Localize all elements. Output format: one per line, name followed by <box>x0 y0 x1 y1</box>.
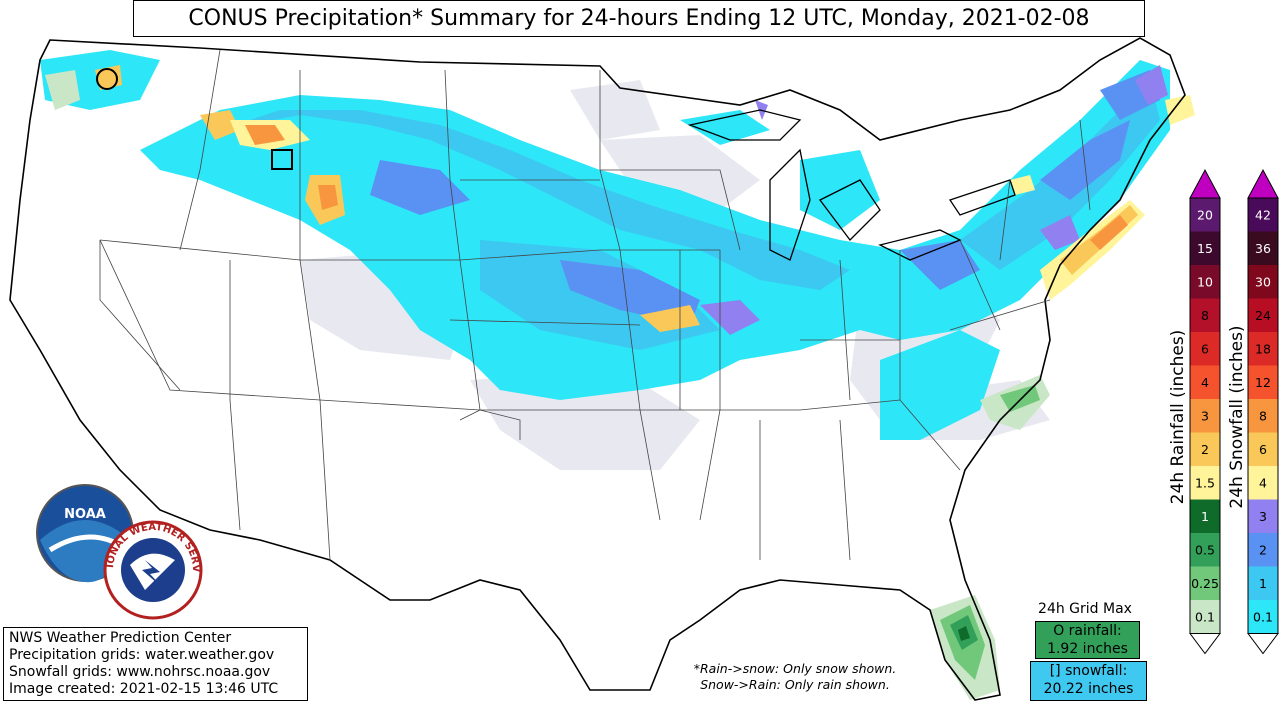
rain-max-value: 1.92 inches <box>1047 641 1128 657</box>
rain-scale-tick: 15 <box>1197 241 1213 256</box>
snow-2-areas <box>370 70 1160 325</box>
rain-scale-label: 24h Rainfall (inches) <box>1168 329 1188 505</box>
credits-line-4: Image created: 2021-02-15 13:46 UTC <box>9 681 279 697</box>
snow-scale-swatch <box>1248 566 1278 600</box>
snow-scale-swatch <box>1248 298 1278 332</box>
snow-scale-swatch <box>1248 332 1278 366</box>
rain-scale-tick: 20 <box>1197 207 1213 222</box>
note-line-2: Snow->Rain: Only rain shown. <box>700 677 890 692</box>
rain-scale-swatch <box>1190 265 1220 299</box>
snow-max-label: [] snowfall: <box>1049 663 1128 679</box>
snow-scale-swatch <box>1248 365 1278 399</box>
snow-scale-swatch <box>1248 198 1278 232</box>
rain-scale-swatch <box>1190 298 1220 332</box>
snow-scale-tick: 8 <box>1259 408 1267 423</box>
rain-scale-swatch <box>1190 600 1220 634</box>
snow-scale-swatch <box>1248 600 1278 634</box>
snow-scale-tick: 1 <box>1259 576 1267 591</box>
snow-scale-label: 24h Snowfall (inches) <box>1227 325 1247 509</box>
rain-scale-swatch <box>1190 533 1220 567</box>
rain-scale-swatch <box>1190 499 1220 533</box>
nws-logo <box>103 520 203 620</box>
snow-scale-tick: 18 <box>1255 341 1271 356</box>
precipitation-overlay <box>40 50 1195 700</box>
rain-scale-swatch <box>1190 332 1220 366</box>
snow-scale-tick: 12 <box>1255 375 1271 390</box>
rain-scale-swatch <box>1190 399 1220 433</box>
snow-heavy-areas <box>95 65 1195 332</box>
grid-max-title: 24h Grid Max <box>1038 601 1132 617</box>
rain-scale-tick: 0.1 <box>1195 609 1215 624</box>
rain-max-marker <box>96 68 118 90</box>
rain-scale-tick: 4 <box>1201 375 1209 390</box>
rain-scale-top-arrow <box>1189 168 1221 199</box>
rain-scale-swatch <box>1190 566 1220 600</box>
snow-scale-tick: 0.1 <box>1253 609 1273 624</box>
state-lines <box>99 49 1091 561</box>
rain-scale-bottom-arrow <box>1189 633 1221 655</box>
snow-scale-top-arrow <box>1247 168 1279 199</box>
map-title: CONUS Precipitation* Summary for 24-hour… <box>133 0 1145 37</box>
snow-scale-tick: 2 <box>1259 542 1267 557</box>
precip-note: *Rain->snow: Only snow shown. Snow->Rain… <box>670 661 920 693</box>
snow-scale-swatch <box>1248 265 1278 299</box>
rain-scale-tick: 8 <box>1201 308 1209 323</box>
snow-scale-tick: 6 <box>1259 442 1267 457</box>
snow-max-marker <box>271 149 293 170</box>
rain-max-label: O rainfall: <box>1053 623 1122 639</box>
snow-scale-swatch <box>1248 533 1278 567</box>
snow-scale-swatch <box>1248 399 1278 433</box>
snow-scale-tick: 30 <box>1255 274 1271 289</box>
colorbars: 201510864321.510.50.250.1423630241812864… <box>1189 168 1279 655</box>
snow-scale-swatch <box>1248 499 1278 533</box>
boundaries <box>9 37 1186 701</box>
rain-scale-swatch <box>1190 466 1220 500</box>
rain-scale-swatch <box>1190 198 1220 232</box>
rain-max-box: O rainfall: 1.92 inches <box>1035 621 1140 659</box>
country-outline <box>9 37 1186 701</box>
great-lakes <box>687 109 1016 261</box>
credits-box: NWS Weather Prediction Center Precipitat… <box>3 627 308 701</box>
rain-scale-tick: 2 <box>1201 442 1209 457</box>
rain-scale-tick: 0.25 <box>1191 576 1219 591</box>
rain-scale-swatch <box>1190 365 1220 399</box>
rain-scale-tick: 1.5 <box>1195 475 1215 490</box>
rain-scale-tick: 3 <box>1201 408 1209 423</box>
snow-scale-tick: 42 <box>1255 207 1271 222</box>
credits-line-2: Precipitation grids: water.weather.gov <box>9 647 275 663</box>
rain-scale-tick: 0.5 <box>1195 542 1215 557</box>
snow-scale-tick: 36 <box>1255 241 1271 256</box>
snow-scale-tick: 24 <box>1255 308 1271 323</box>
rain-scale-tick: 6 <box>1201 341 1209 356</box>
snow-scale-swatch <box>1248 231 1278 265</box>
note-line-1: *Rain->snow: Only snow shown. <box>693 661 897 676</box>
rain-scale-swatch <box>1190 432 1220 466</box>
credits-line-1: NWS Weather Prediction Center <box>9 630 232 646</box>
snow-max-value: 20.22 inches <box>1043 681 1134 697</box>
rain-scale-swatch <box>1190 231 1220 265</box>
snow-scale-swatch <box>1248 432 1278 466</box>
snow-scale-tick: 4 <box>1259 475 1267 490</box>
snow-max-box: [] snowfall: 20.22 inches <box>1030 661 1147 701</box>
credits-line-3: Snowfall grids: www.nohrsc.noaa.gov <box>9 664 271 680</box>
snow-scale-swatch <box>1248 466 1278 500</box>
rain-scale-tick: 1 <box>1201 509 1209 524</box>
snow-scale-bottom-arrow <box>1247 633 1279 655</box>
rain-scale-tick: 10 <box>1197 274 1213 289</box>
snow-scale-tick: 3 <box>1259 509 1267 524</box>
noaa-logo-text: NOAA <box>64 507 106 522</box>
